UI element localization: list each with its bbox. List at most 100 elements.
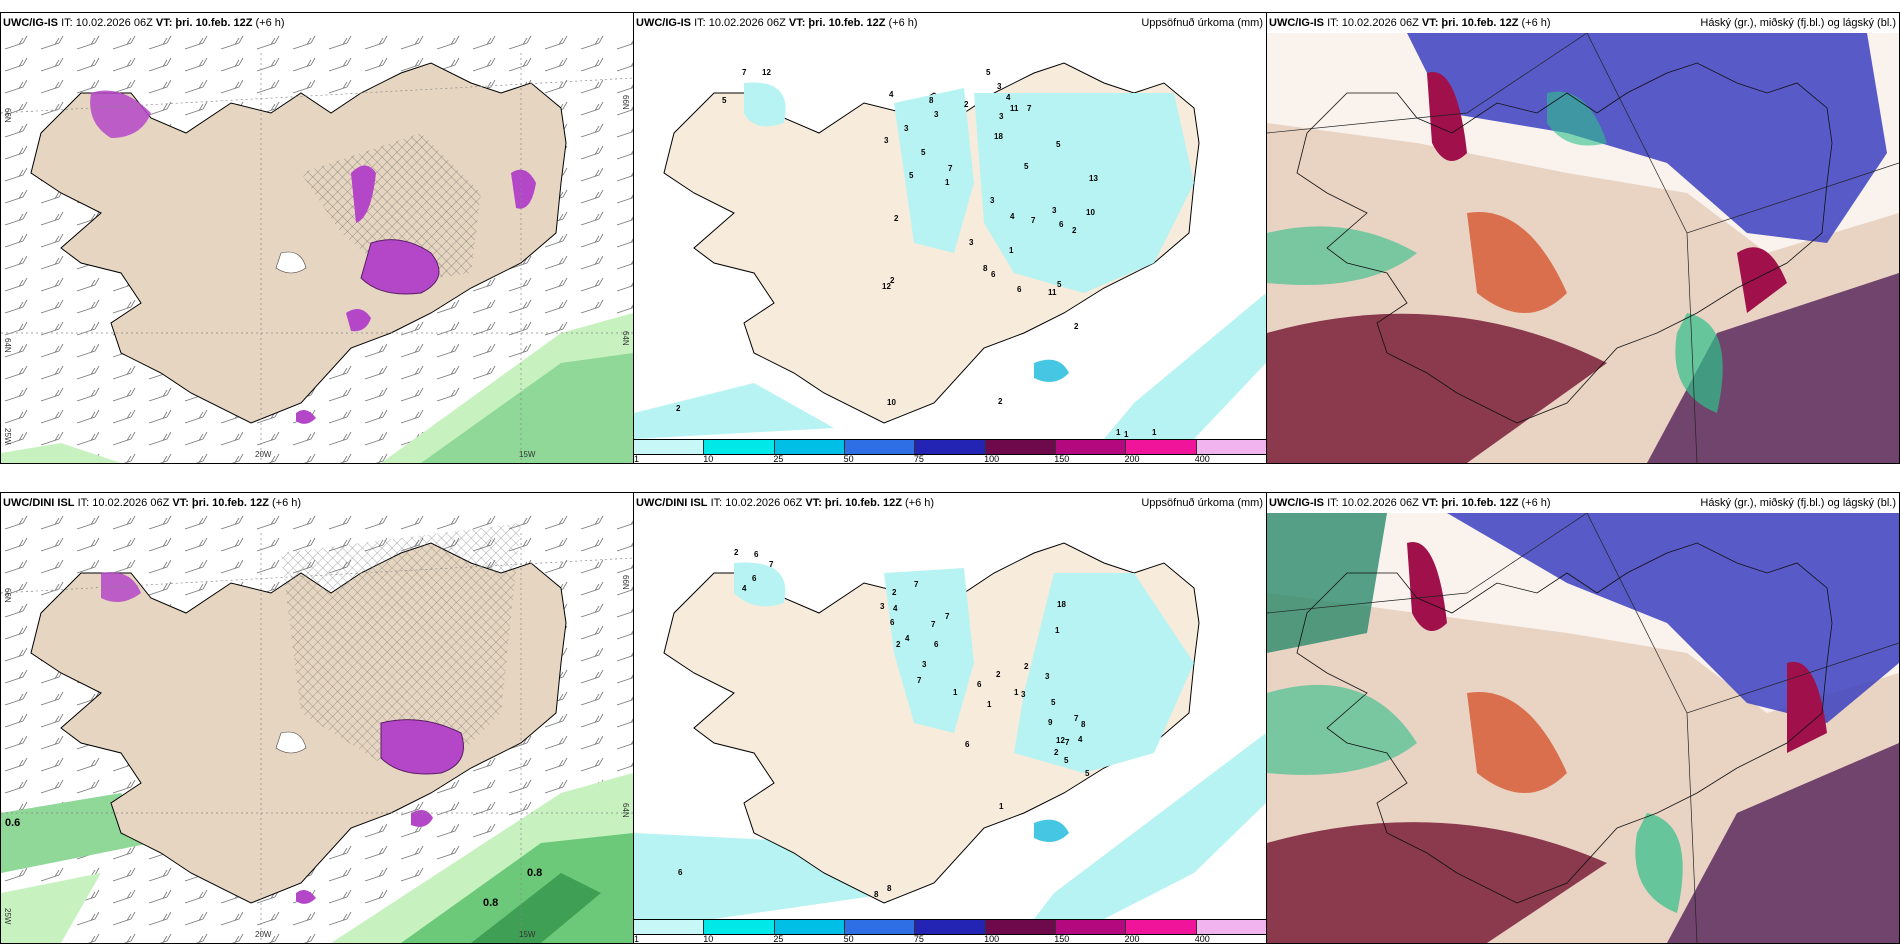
precip-value-label: 10: [1086, 208, 1095, 217]
panel-top-left: UWC/IG-IS IT: 10.02.2026 06Z VT: þri. 10…: [0, 12, 634, 464]
precip-value-label: 7: [769, 560, 774, 569]
lead-time: (+6 h): [255, 17, 285, 29]
map-cloud-layers: [1267, 33, 1899, 463]
precip-value-label: 7: [931, 620, 936, 629]
vt-label: VT:: [788, 17, 806, 29]
model-name: UWC/IG-IS: [1269, 17, 1324, 29]
lon-label-25w: 25W: [3, 428, 12, 445]
precip-colorbar: 1 10 25 50 75 100 150 200 400: [634, 919, 1266, 943]
precip-value-label: 2: [896, 640, 901, 649]
precip-value-label: 7: [945, 612, 950, 621]
colorbar-swatches: [634, 439, 1266, 455]
colorbar-tick: 10: [703, 454, 714, 464]
colorbar-tick: 200: [1124, 934, 1140, 944]
precip-value-label: 2: [676, 404, 681, 413]
precip-value-label: 3: [904, 124, 909, 133]
lon-label-20w: 20W: [255, 930, 272, 939]
precip-value-label: 12: [762, 68, 771, 77]
colorbar-swatch: [704, 920, 775, 934]
precip-value-label: 10: [887, 398, 896, 407]
precip-value-label: 7: [914, 580, 919, 589]
precip-value-label: 5: [1056, 140, 1061, 149]
precip-value-label: 2: [1074, 322, 1079, 331]
colorbar-tick: 1: [634, 934, 640, 944]
colorbar-swatch: [985, 920, 1056, 934]
colorbar-tick: 400: [1194, 454, 1210, 464]
precip-value-label: 1: [1014, 688, 1019, 697]
precip-value-label: 1: [1124, 430, 1129, 439]
precip-value-label: 2: [890, 276, 895, 285]
precip-value-label: 4: [742, 584, 747, 593]
precip-value-label: 3: [990, 196, 995, 205]
colorbar-ticks: 1 10 25 50 75 100 150 200 400: [634, 454, 1266, 464]
precip-value-label: 2: [964, 100, 969, 109]
contour-label: 0.8: [483, 897, 499, 909]
panel-header: UWC/DINI ISL IT: 10.02.2026 06Z VT: þri.…: [1, 493, 633, 513]
colorbar-tick: 10: [703, 934, 714, 944]
panel-bottom-right: UWC/IG-IS IT: 10.02.2026 06Z VT: þri. 10…: [1266, 492, 1900, 944]
precip-value-label: 1: [999, 802, 1004, 811]
colorbar-swatch: [774, 920, 845, 934]
init-time: IT: 10.02.2026 06Z: [710, 497, 803, 509]
map-wind-cloud: [1, 513, 633, 943]
colorbar-swatch: [915, 920, 986, 934]
vt-label: VT:: [172, 497, 189, 509]
init-time: IT: 10.02.2026 06Z: [1327, 17, 1419, 29]
init-time: IT: 10.02.2026 06Z: [61, 17, 153, 29]
precip-value-label: 18: [1057, 600, 1066, 609]
precip-value-label: 5: [986, 68, 991, 77]
precip-value-label: 5: [921, 148, 926, 157]
map-precipitation: 7 12 5 4 8 2 3 3 5 3 4 11 3 7 5 18 3 5 7 5 1 5 3 4 7 13 3 6 2 1 3 10 2 8 6…: [634, 33, 1266, 439]
lon-label-20w: 20W: [255, 450, 272, 459]
colorbar-tick: 200: [1124, 454, 1140, 464]
precip-value-label: 2: [1024, 662, 1029, 671]
colorbar-swatch: [634, 920, 705, 934]
precip-value-label: 2: [894, 214, 899, 223]
lat-label-66n-right: 66N: [621, 575, 630, 590]
lat-label-66n-right: 66N: [621, 95, 630, 110]
vt-label: VT:: [805, 497, 822, 509]
valid-time: þri. 10.feb. 12Z: [1441, 497, 1519, 509]
valid-time: þri. 10.feb. 12Z: [191, 497, 269, 509]
precip-value-label: 3: [1052, 206, 1057, 215]
model-name: UWC/DINI ISL: [3, 497, 75, 509]
precip-value-label: 3: [922, 660, 927, 669]
colorbar-swatch: [985, 440, 1056, 454]
panel-bottom-mid: UWC/DINI ISL IT: 10.02.2026 06Z VT: þri.…: [633, 492, 1267, 944]
precip-value-label: 11: [1048, 288, 1057, 297]
precip-value-label: 1: [953, 688, 958, 697]
vt-label: VT:: [1421, 497, 1439, 509]
panel-bottom-left: UWC/DINI ISL IT: 10.02.2026 06Z VT: þri.…: [0, 492, 634, 944]
model-name: UWC/DINI ISL: [636, 497, 708, 509]
lead-time: (+6 h): [272, 497, 302, 509]
precip-value-label: 4: [1078, 735, 1083, 744]
panel-title: Uppsöfnuð úrkoma (mm): [1141, 17, 1263, 29]
colorbar-tick: 25: [773, 934, 784, 944]
lon-label-25w: 25W: [3, 908, 12, 925]
precip-value-label: 4: [905, 634, 910, 643]
valid-time: þri. 10.feb. 12Z: [808, 17, 886, 29]
colorbar-swatch: [844, 440, 916, 454]
precip-value-label: 18: [994, 132, 1003, 141]
precip-value-label: 3: [999, 112, 1004, 121]
precip-value-label: 8: [929, 96, 934, 105]
precip-value-label: 1: [1116, 428, 1121, 437]
colorbar-swatches: [634, 919, 1266, 935]
precip-value-label: 6: [754, 550, 759, 559]
precip-value-label: 5: [1057, 280, 1062, 289]
init-time: IT: 10.02.2026 06Z: [77, 497, 170, 509]
precip-value-label: 6: [1017, 285, 1022, 294]
colorbar-swatch: [1126, 440, 1197, 454]
panel-top-mid: UWC/IG-IS IT: 10.02.2026 06Z VT: þri. 10…: [633, 12, 1267, 464]
colorbar-tick: 1: [634, 454, 640, 464]
precip-value-label: 2: [1054, 748, 1059, 757]
colorbar-swatch: [634, 440, 705, 454]
precip-value-label: 12: [882, 282, 891, 291]
precip-value-label: 4: [893, 604, 898, 613]
panel-header: UWC/IG-IS IT: 10.02.2026 06Z VT: þri. 10…: [1, 13, 633, 33]
contour-label: 0.6: [5, 817, 21, 829]
precip-value-label: 1: [1152, 428, 1157, 437]
precip-value-label: 3: [880, 602, 885, 611]
